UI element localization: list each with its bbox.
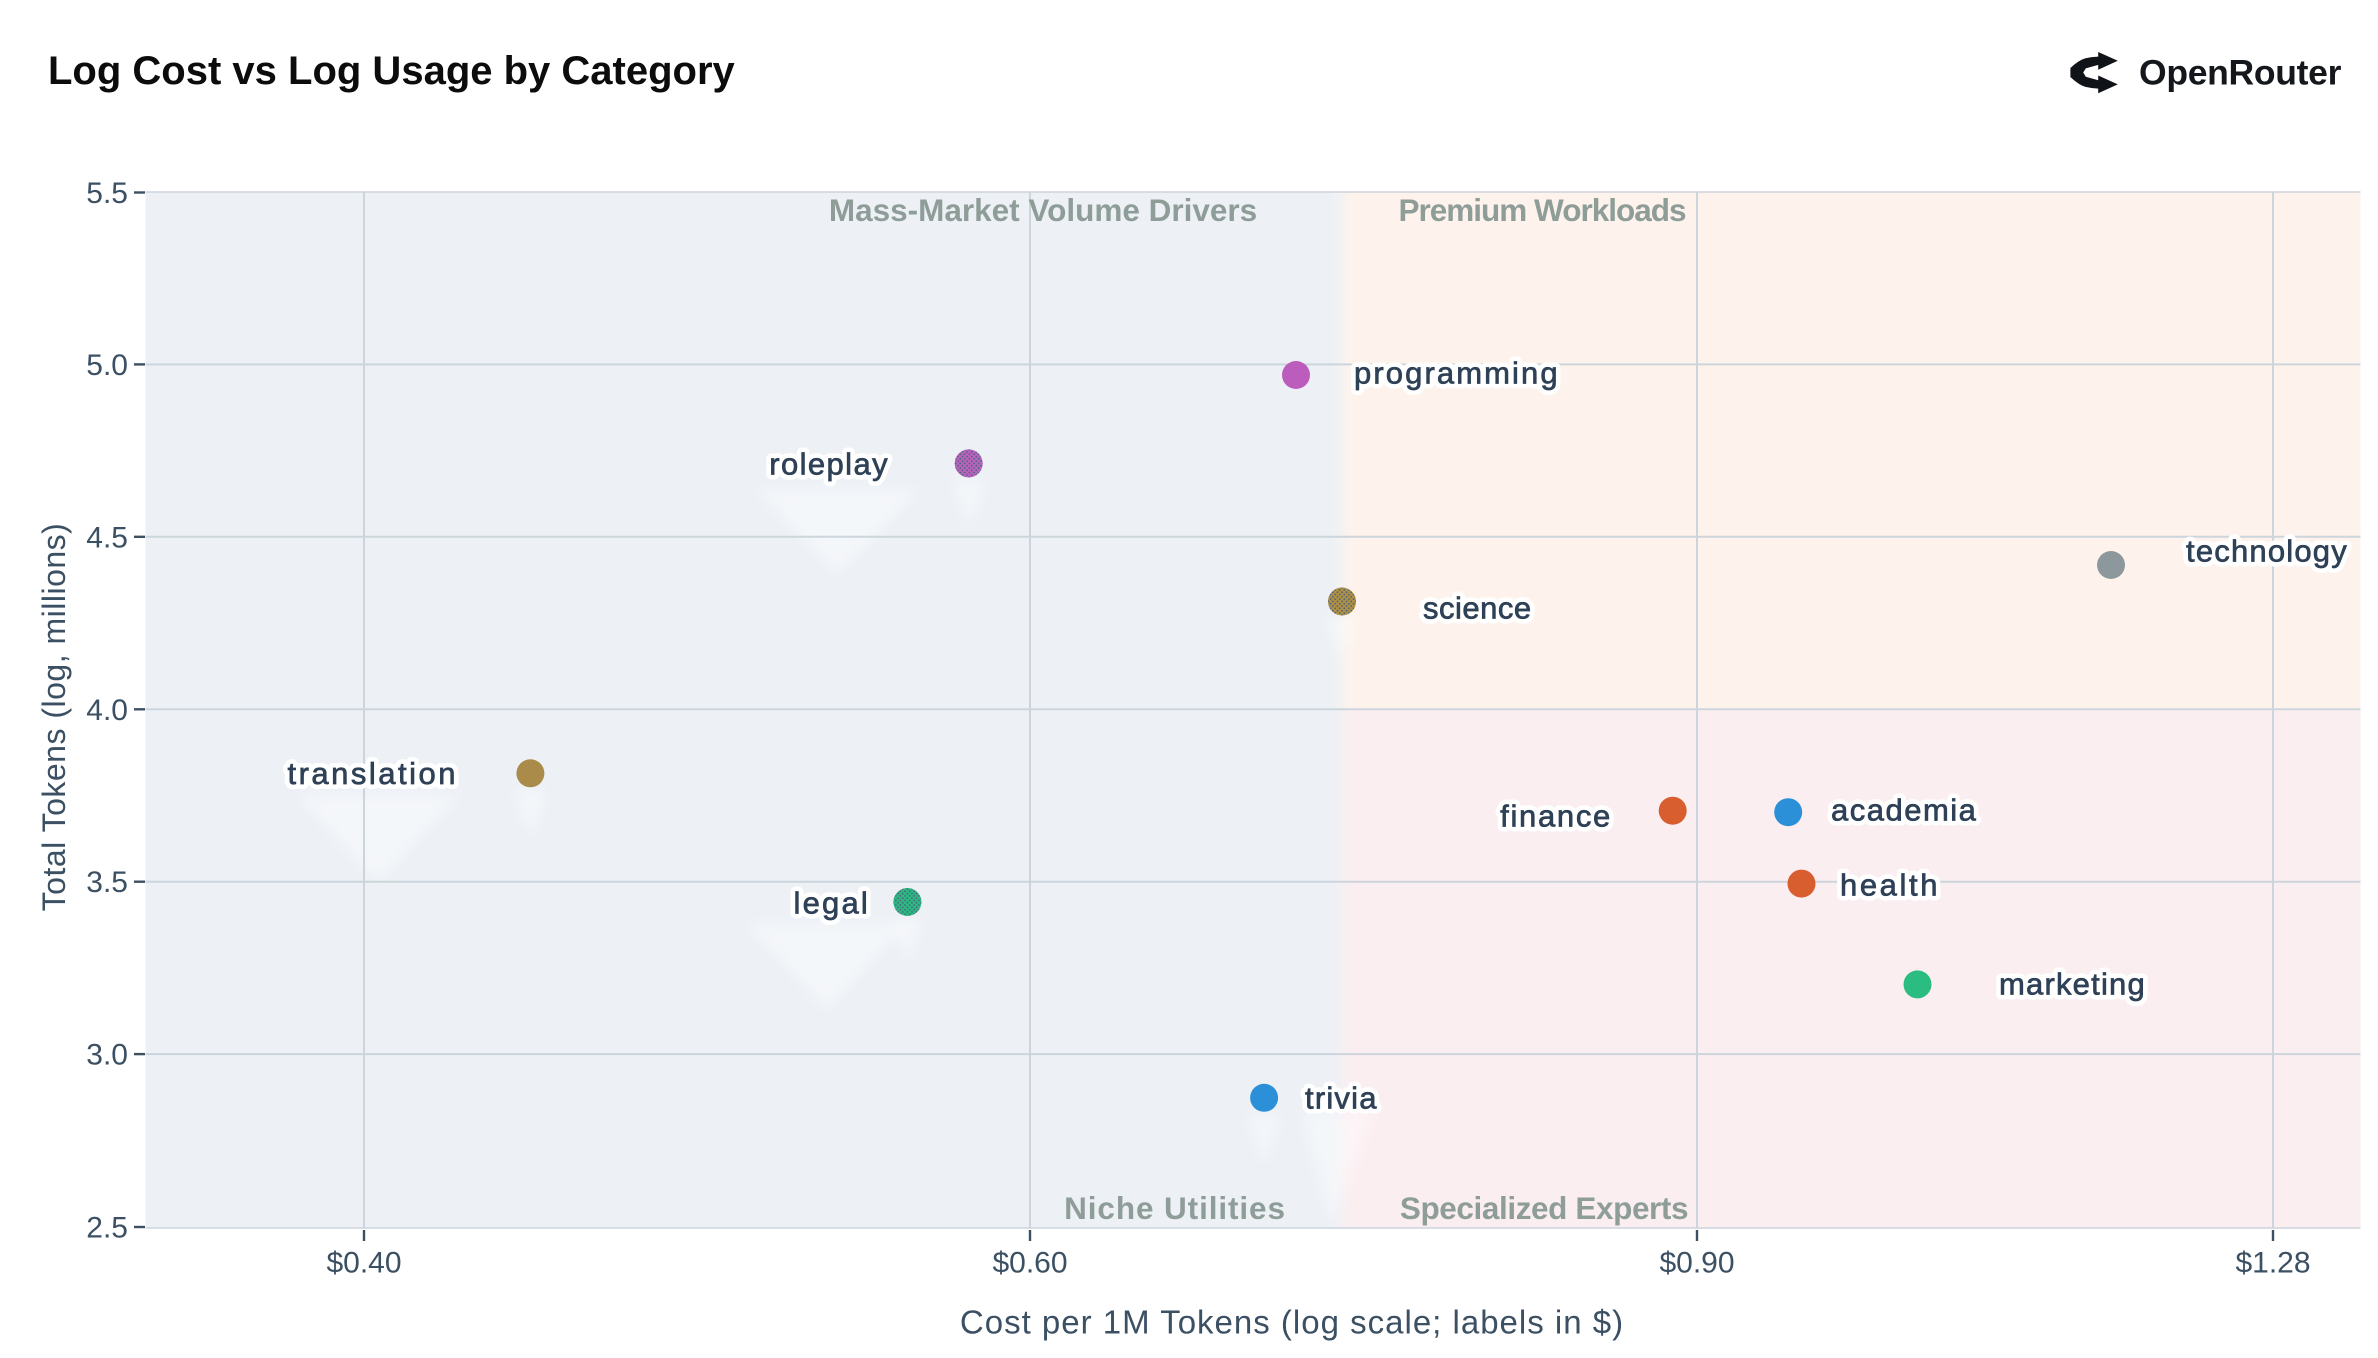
svg-text:Log Cost vs Log Usage by Categ: Log Cost vs Log Usage by Category xyxy=(48,49,736,93)
svg-text:4.0: 4.0 xyxy=(86,694,128,727)
svg-text:Total Tokens (log, millions): Total Tokens (log, millions) xyxy=(36,523,72,912)
svg-text:health: health xyxy=(1840,868,1940,903)
svg-text:programming: programming xyxy=(1354,356,1560,391)
svg-text:marketing: marketing xyxy=(1999,967,2146,1002)
svg-text:roleplay: roleplay xyxy=(769,447,889,482)
svg-text:5.0: 5.0 xyxy=(86,349,128,382)
svg-text:programming: programming xyxy=(1354,356,1560,391)
svg-text:3.0: 3.0 xyxy=(86,1039,128,1072)
svg-text:marketing: marketing xyxy=(1999,967,2146,1002)
svg-text:2.5: 2.5 xyxy=(86,1212,128,1245)
svg-text:academia: academia xyxy=(1831,793,1977,828)
svg-text:legal: legal xyxy=(794,886,871,921)
svg-text:science: science xyxy=(1423,591,1532,626)
svg-text:Cost per 1M Tokens (log scale;: Cost per 1M Tokens (log scale; labels in… xyxy=(960,1304,1624,1341)
svg-text:health: health xyxy=(1840,868,1940,903)
svg-text:translation: translation xyxy=(287,756,458,791)
svg-text:OpenRouter: OpenRouter xyxy=(2139,53,2342,93)
svg-text:trivia: trivia xyxy=(1305,1081,1378,1116)
svg-text:Premium Workloads: Premium Workloads xyxy=(1398,192,1685,228)
svg-text:Niche Utilities: Niche Utilities xyxy=(1064,1190,1286,1226)
svg-text:Specialized Experts: Specialized Experts xyxy=(1400,1190,1688,1226)
svg-text:$0.40: $0.40 xyxy=(326,1247,401,1280)
svg-text:$0.60: $0.60 xyxy=(992,1247,1067,1280)
svg-text:roleplay: roleplay xyxy=(769,447,889,482)
svg-text:academia: academia xyxy=(1831,793,1977,828)
svg-text:finance: finance xyxy=(1500,799,1612,834)
svg-text:Mass-Market Volume Drivers: Mass-Market Volume Drivers xyxy=(829,192,1257,228)
svg-text:technology: technology xyxy=(2186,534,2348,569)
svg-text:5.5: 5.5 xyxy=(86,177,128,210)
svg-text:$0.90: $0.90 xyxy=(1659,1247,1734,1280)
svg-text:legal: legal xyxy=(794,886,871,921)
svg-text:technology: technology xyxy=(2186,534,2348,569)
svg-text:trivia: trivia xyxy=(1305,1081,1378,1116)
svg-text:3.5: 3.5 xyxy=(86,866,128,899)
svg-text:4.5: 4.5 xyxy=(86,521,128,554)
svg-text:finance: finance xyxy=(1500,799,1612,834)
svg-text:science: science xyxy=(1423,591,1532,626)
svg-text:translation: translation xyxy=(287,756,458,791)
svg-text:$1.28: $1.28 xyxy=(2235,1247,2310,1280)
